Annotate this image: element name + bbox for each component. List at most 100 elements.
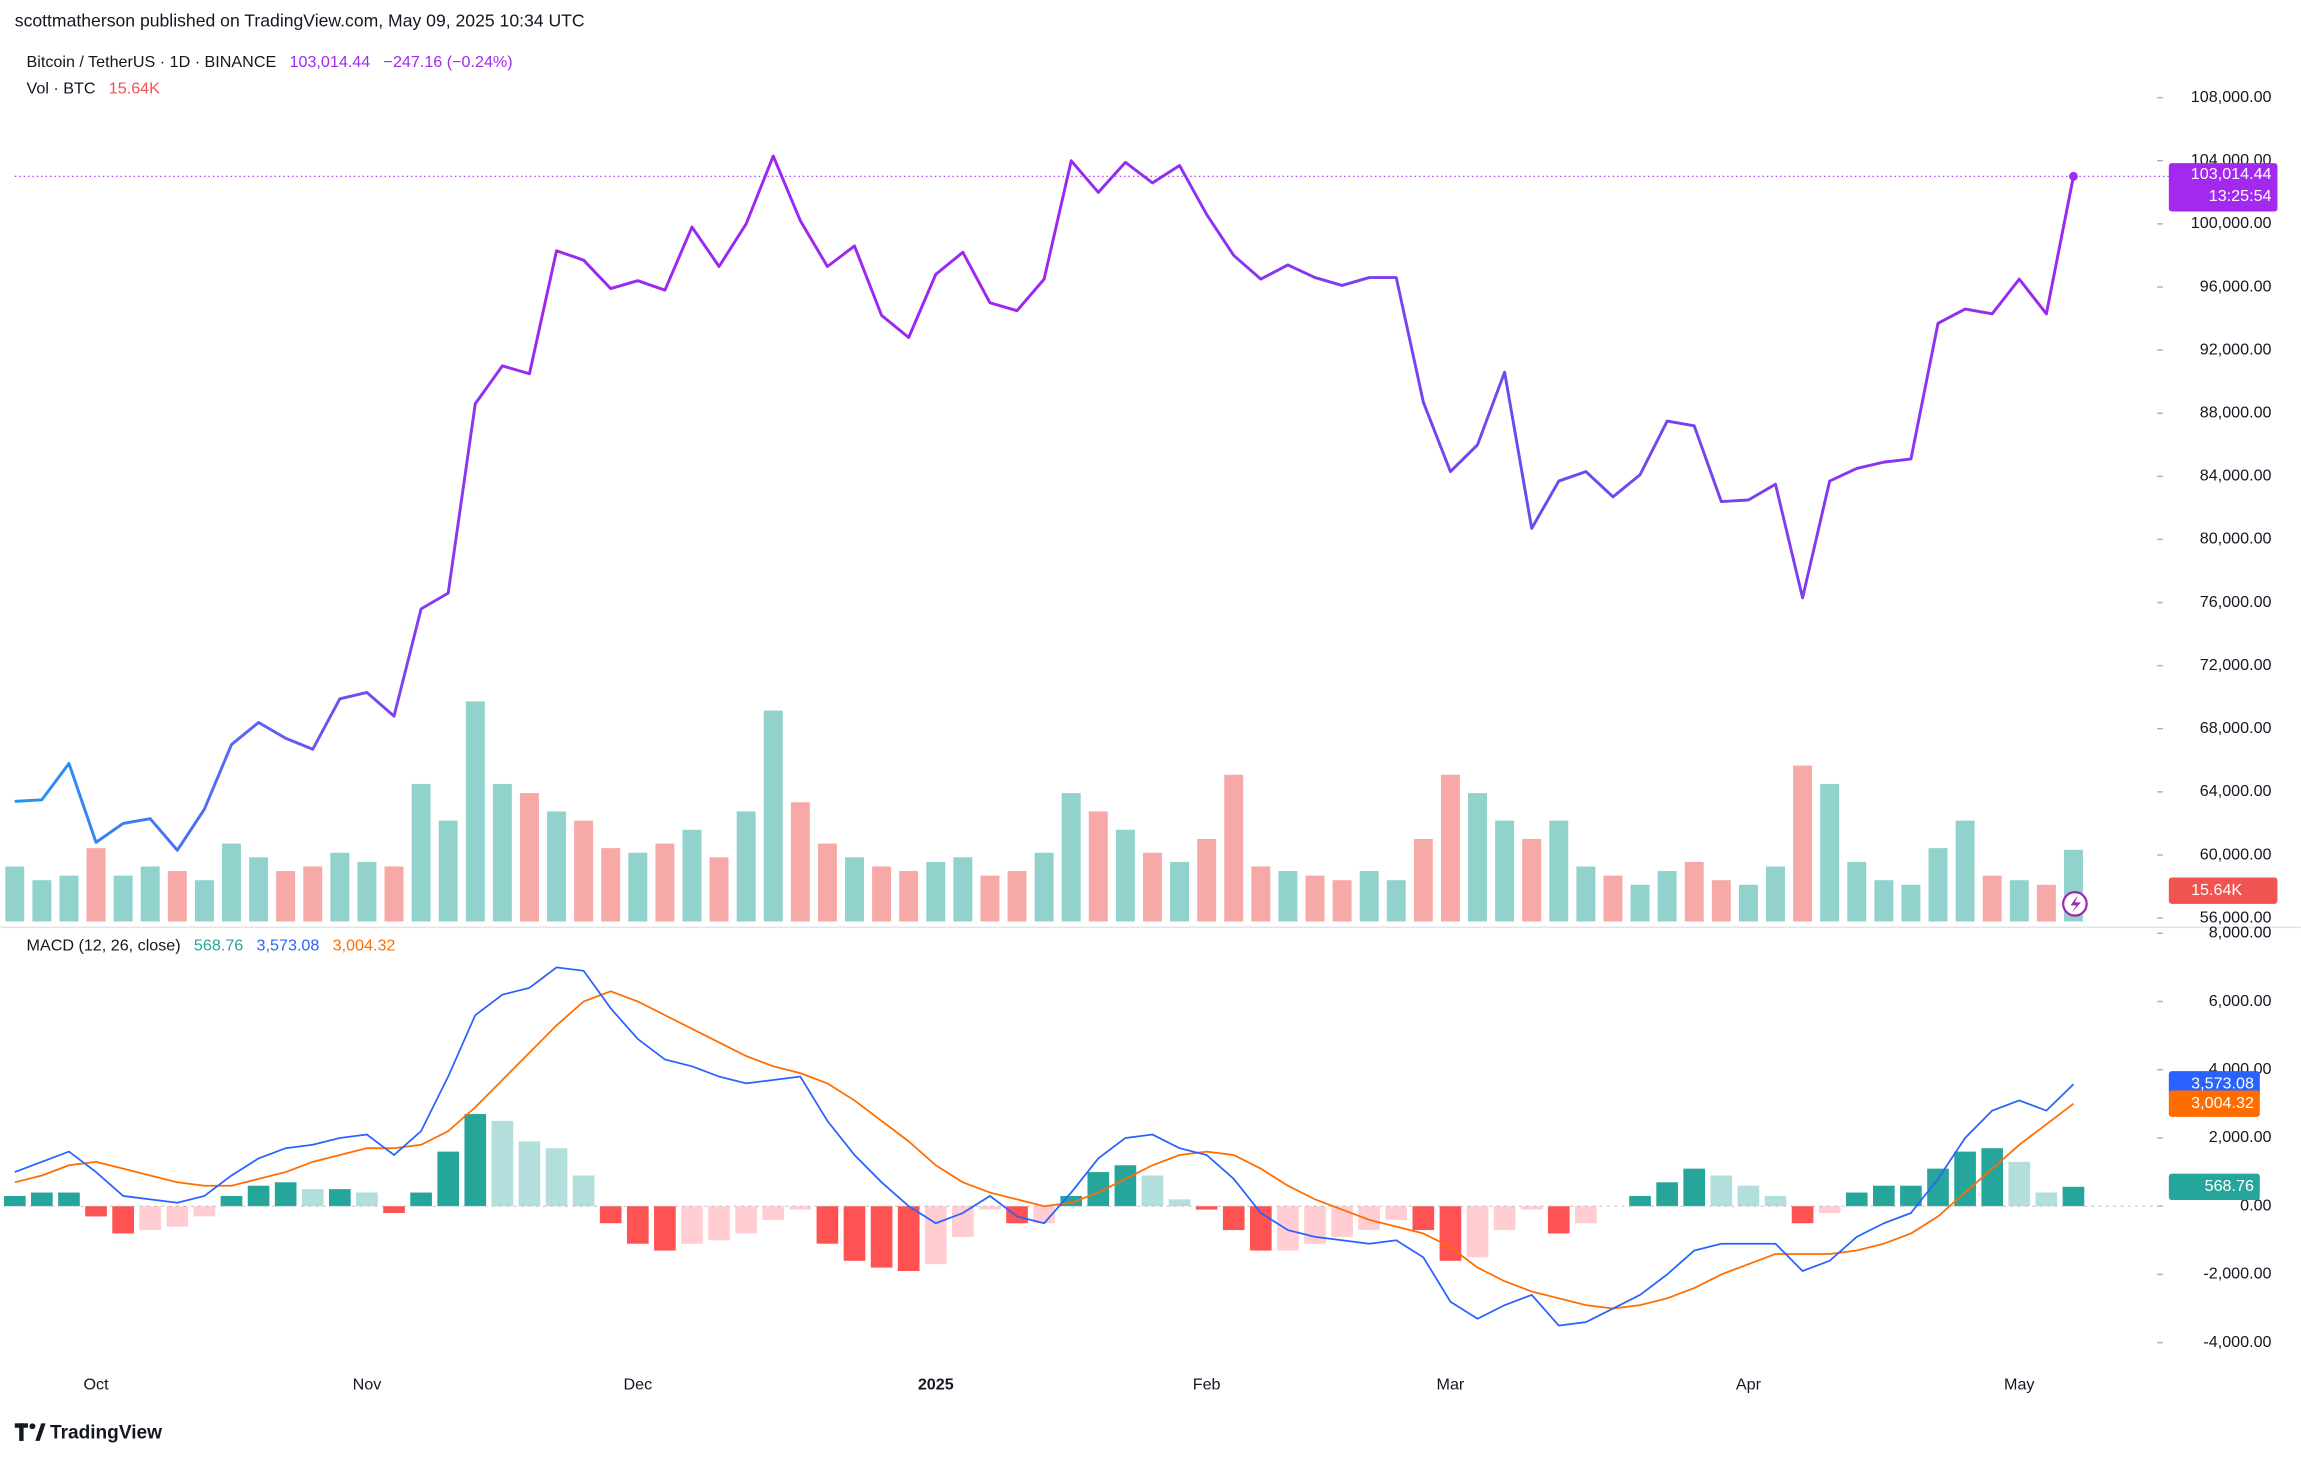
macd-histogram-bar: [112, 1206, 134, 1234]
volume-bar: [655, 843, 675, 922]
macd-histogram-bar: [1656, 1182, 1678, 1207]
volume-bar: [249, 857, 269, 922]
volume-bar: [1034, 852, 1054, 922]
price-legend: Bitcoin / TetherUS · 1D · BINANCE 103,01…: [27, 53, 513, 71]
volume-bar: [1901, 884, 1921, 922]
volume-bar: [1440, 774, 1460, 922]
volume-bar: [682, 829, 702, 922]
macd-histogram-bar: [3, 1195, 26, 1207]
countdown: 13:25:54: [2209, 187, 2272, 205]
volume-bar: [1847, 861, 1867, 922]
macd-histogram-bar: [572, 1175, 595, 1207]
macd-histogram-bar: [356, 1192, 378, 1207]
macd-histogram-bar: [274, 1182, 297, 1207]
macd-histogram-bar: [328, 1189, 351, 1207]
volume-bar: [845, 857, 864, 922]
hist-last: 568.76: [194, 937, 243, 955]
volume-bar: [32, 880, 52, 922]
volume-bar: [492, 783, 512, 922]
macd-histogram-bar: [735, 1206, 757, 1234]
volume-bar: [1386, 880, 1406, 922]
volume-bar: [1061, 793, 1081, 922]
macd-histogram-bar: [2008, 1161, 2031, 1207]
y-tick-label: 56,000.00: [2200, 908, 2272, 926]
volume-bar: [1115, 829, 1135, 922]
volume-bar: [1522, 838, 1542, 922]
macd-histogram-bar: [1927, 1168, 1949, 1207]
macd-axis-label: 568.76: [2205, 1177, 2254, 1195]
y-tick-label: 6,000.00: [2209, 992, 2272, 1010]
signal-line: [14, 990, 2074, 1310]
volume-bar: [2009, 880, 2029, 922]
volume-bar: [601, 848, 621, 922]
logo-part: [29, 1423, 36, 1430]
volume-last: 15.64K: [109, 80, 160, 98]
logo: [14, 1423, 46, 1441]
macd-histogram-bar: [464, 1114, 487, 1207]
volume-bar: [438, 820, 458, 922]
macd-histogram-bar: [924, 1206, 947, 1265]
volume-name: Vol · BTC: [27, 80, 96, 98]
volume-bar: [59, 875, 79, 922]
macd-histogram-bar: [491, 1120, 514, 1207]
macd-histogram-bar: [816, 1206, 839, 1244]
macd-histogram-bar: [1358, 1206, 1381, 1231]
macd-histogram-bar: [1114, 1165, 1137, 1207]
y-tick-label: 0.00: [2240, 1196, 2271, 1214]
macd-histogram-bar: [1710, 1175, 1733, 1207]
volume-bar: [1955, 820, 1975, 922]
macd-histogram-bar: [1900, 1185, 1922, 1207]
macd-legend: MACD (12, 26, close) 568.76 3,573.08 3,0…: [27, 937, 396, 955]
y-tick-label: 68,000.00: [2200, 719, 2272, 737]
volume-bar: [357, 861, 377, 922]
y-tick-label: 84,000.00: [2200, 467, 2272, 485]
macd-histogram-bar: [2062, 1186, 2085, 1207]
macd-histogram-bar: [1277, 1206, 1299, 1251]
macd-histogram-bar: [2035, 1192, 2058, 1207]
volume-bar: [1413, 838, 1433, 922]
macd-histogram-bar: [843, 1206, 866, 1261]
volume-bar: [1549, 820, 1569, 922]
macd-histogram-bar: [1873, 1185, 1895, 1207]
volume-legend: Vol · BTC 15.64K: [27, 80, 161, 98]
macd-histogram-bar: [1385, 1206, 1408, 1220]
volume-bar: [167, 871, 187, 922]
volume-bar: [140, 866, 160, 922]
macd-histogram-bar: [1683, 1168, 1706, 1207]
price-label: 103,014.44: [2191, 165, 2272, 183]
macd-histogram-bar: [1845, 1192, 1868, 1207]
y-tick-label: 80,000.00: [2200, 530, 2272, 548]
volume-bar: [194, 880, 214, 922]
macd-histogram-bar: [1222, 1206, 1245, 1231]
brand: TradingView: [50, 1423, 162, 1444]
macd-histogram-bar: [1954, 1151, 1976, 1207]
macd-histogram-bar: [599, 1206, 622, 1224]
volume-bar: [980, 875, 1000, 922]
volume-bar: [1359, 871, 1379, 922]
y-tick-label: 108,000.00: [2191, 88, 2272, 106]
volume-bar: [1197, 838, 1217, 922]
y-tick-label: 100,000.00: [2191, 214, 2272, 232]
macd-histogram-bar: [1168, 1199, 1191, 1207]
macd-histogram-bar: [681, 1206, 703, 1244]
volume-bar: [1630, 884, 1650, 922]
macd-histogram-bar: [1304, 1206, 1326, 1244]
macd-axis-label: 3,004.32: [2191, 1094, 2254, 1112]
volume-bar: [519, 793, 539, 922]
y-tick-label: 92,000.00: [2200, 340, 2272, 358]
volume-bar: [1278, 871, 1298, 922]
macd-histogram-bar: [1087, 1172, 1110, 1207]
volume-bar: [1332, 880, 1352, 922]
x-tick-label: Mar: [1437, 1375, 1465, 1393]
macd-histogram-bar: [762, 1206, 785, 1220]
macd-histogram-bar: [437, 1151, 460, 1207]
symbol: Bitcoin / TetherUS · 1D · BINANCE: [27, 53, 277, 71]
macd-histogram-bar: [410, 1192, 432, 1207]
volume-bar: [763, 710, 783, 922]
volume-bar: [736, 811, 756, 922]
macd-histogram-bar: [708, 1206, 730, 1241]
volume-bar: [86, 848, 106, 922]
volume-bar: [817, 843, 837, 922]
volume-bar: [1088, 811, 1108, 922]
macd-histogram-bar: [897, 1206, 920, 1272]
